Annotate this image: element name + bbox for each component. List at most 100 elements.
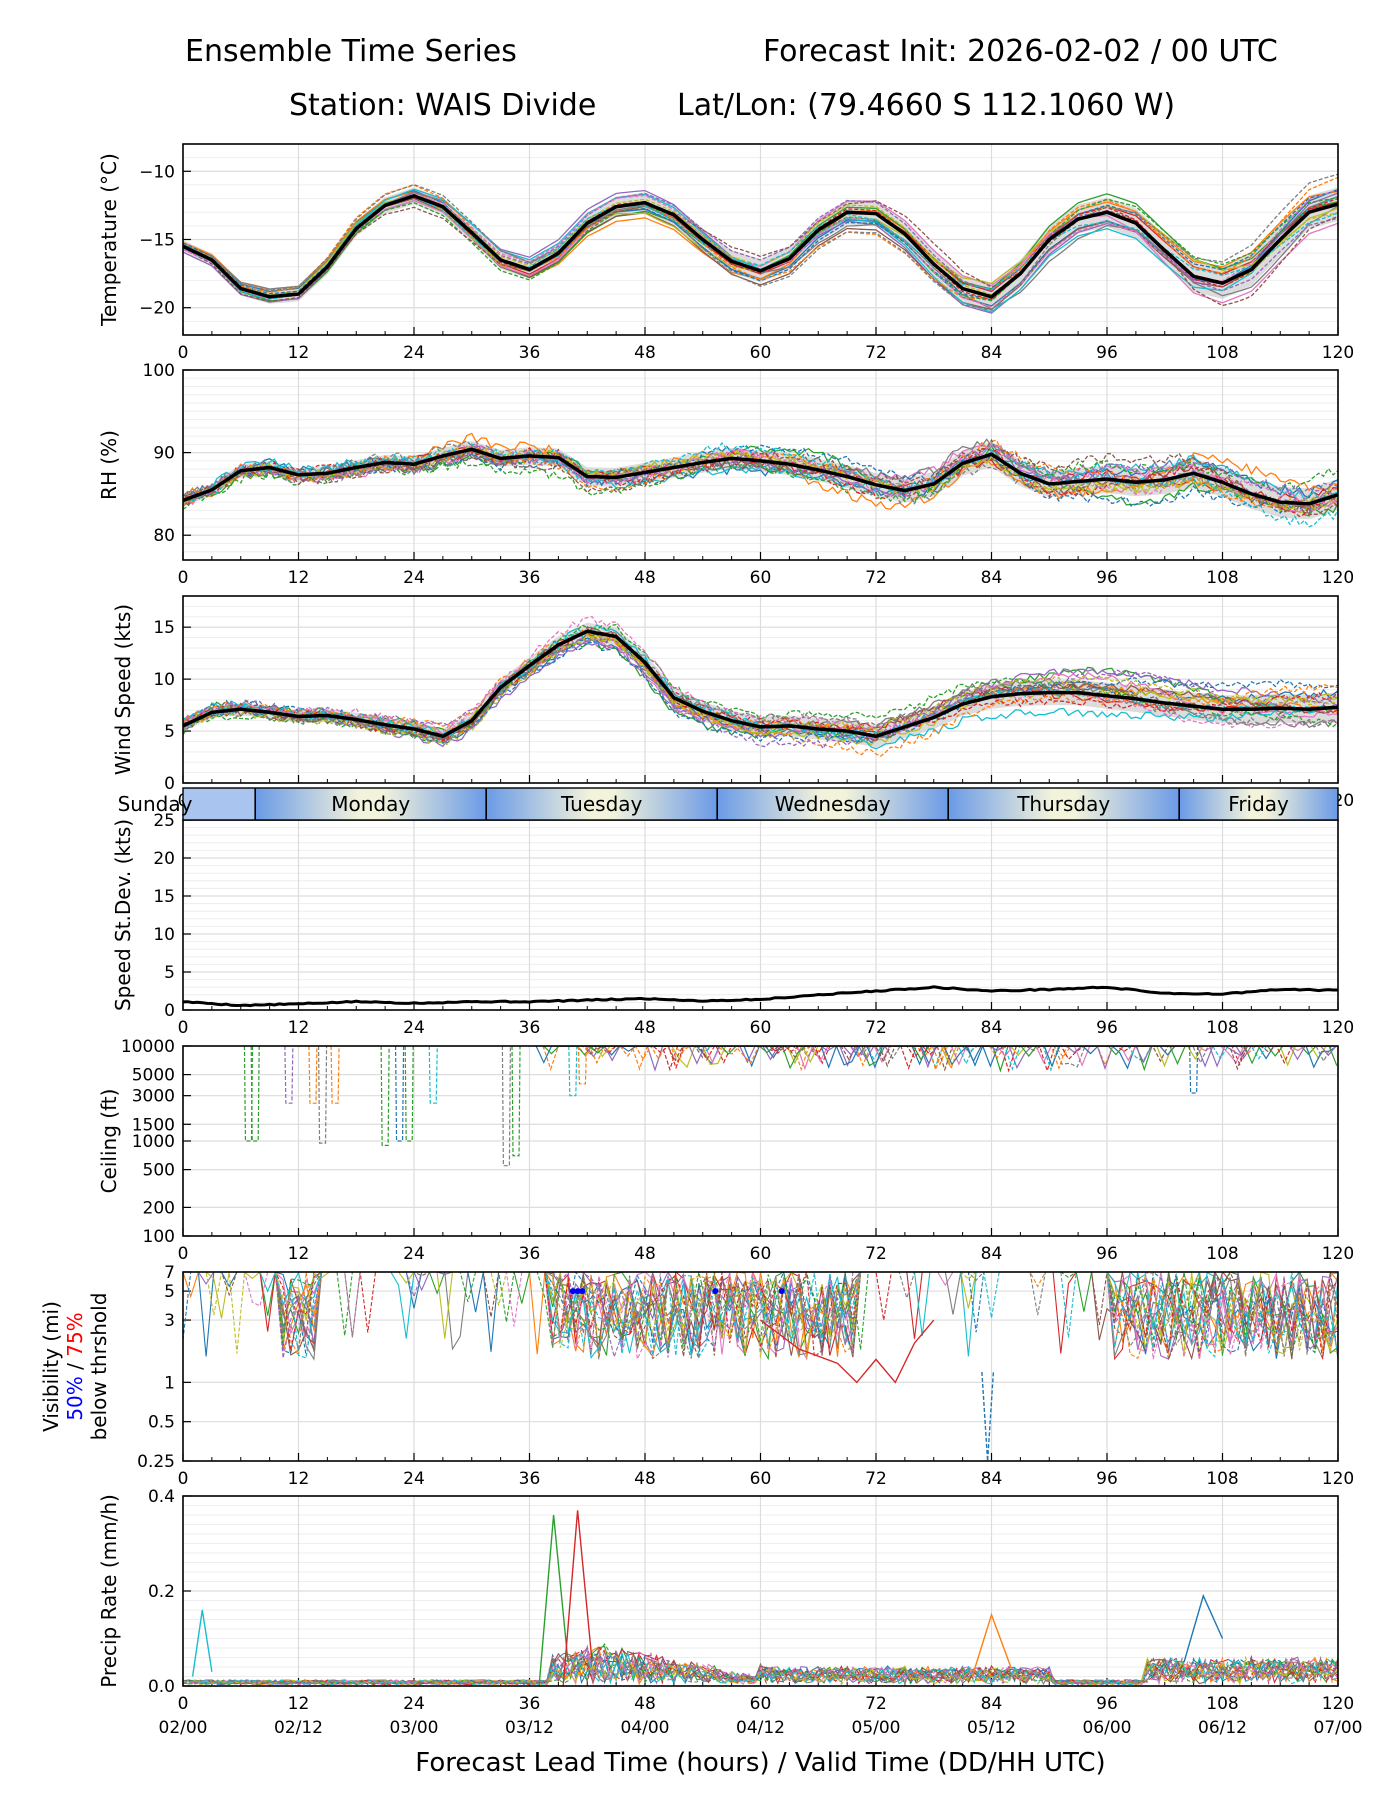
ceiling-dip: [428, 1046, 438, 1104]
visibility-member-line: [183, 1272, 1338, 1362]
wind-ylabel: Wind Speed (kts): [111, 604, 135, 775]
x-tick-label: 60: [750, 1694, 772, 1714]
valid-time-label: 05/00: [852, 1718, 901, 1738]
visibility-member-line: [183, 1272, 1338, 1357]
day-strip-frame: [182, 787, 1339, 821]
x-tick-label: 120: [1322, 1244, 1354, 1264]
panel-temp: −10 −15 −20 0 12 24 36 48 60 72 84 96 108 120 Temperat…: [97, 143, 1354, 363]
x-tick-label: 24: [403, 1018, 425, 1038]
member-line: [183, 200, 1338, 307]
plot-area: [243, 1046, 1338, 1167]
y-tick-label: 3000: [132, 1087, 175, 1107]
x-tick-label: 60: [750, 1244, 772, 1264]
ceiling-member-line: [544, 1046, 1338, 1072]
precip-peak-line: [562, 1510, 593, 1686]
plot-area: [183, 1272, 1338, 1461]
ceiling-dip: [1189, 1046, 1199, 1094]
day-label-friday: Friday: [1228, 792, 1289, 816]
x-tick-label: 24: [403, 1244, 425, 1264]
y-tick-label: 3: [164, 1311, 175, 1331]
x-tick-label: 108: [1206, 1018, 1238, 1038]
x-tick-label: 36: [519, 1018, 541, 1038]
x-tick-label: 12: [288, 568, 310, 588]
x-tick-label: 84: [981, 1694, 1003, 1714]
x-tick-label: 96: [1096, 343, 1118, 363]
pct-75-label: 75%: [63, 1312, 87, 1356]
ceiling-member-line: [575, 1046, 1331, 1070]
ceiling-ylabel: Ceiling (ft): [97, 1089, 121, 1194]
x-tick-label: 0: [178, 568, 189, 588]
y-tick-label: 100: [143, 361, 175, 381]
panel-frame-temp: [182, 143, 1339, 336]
precip-peak-line: [538, 1514, 569, 1686]
x-tick-label: 84: [981, 1244, 1003, 1264]
member-line: [183, 638, 1338, 750]
day-segment: [183, 788, 256, 820]
threshold-marker: [579, 1288, 586, 1295]
valid-time-label: 05/12: [967, 1718, 1016, 1738]
ceiling-dip: [394, 1046, 405, 1142]
ceiling-dip: [317, 1046, 328, 1144]
ceiling-dip: [501, 1046, 511, 1167]
valid-time-label: 03/12: [505, 1718, 554, 1738]
x-tick-label: 84: [981, 1469, 1003, 1489]
ceiling-dip: [404, 1046, 414, 1142]
spread-band: [183, 622, 1338, 748]
x-tick-label: 60: [750, 1469, 772, 1489]
x-axis-title: Forecast Lead Time (hours) / Valid Time …: [415, 1748, 1105, 1778]
plot-area: [183, 1510, 1338, 1686]
valid-time-label: 07/00: [1314, 1718, 1363, 1738]
precip-member-line: [183, 1655, 1338, 1686]
ceiling-dip: [308, 1046, 318, 1104]
ceiling-dip: [284, 1046, 294, 1104]
x-tick-label: 96: [1096, 1469, 1118, 1489]
valid-time-label: 02/12: [274, 1718, 323, 1738]
y-tick-label: 5000: [132, 1066, 175, 1086]
x-tick-label: 108: [1206, 343, 1238, 363]
member-line: [183, 439, 1338, 509]
x-tick-label: 0: [178, 1018, 189, 1038]
panel-frame-precip: [182, 1495, 1339, 1687]
y-tick-label: −10: [139, 162, 175, 182]
y-tick-label: 25: [153, 811, 175, 831]
visibility-sub-label: below thrshold: [87, 1293, 111, 1441]
x-tick-label: 12: [288, 1469, 310, 1489]
y-tick-label: 5: [164, 1282, 175, 1302]
day-segment: [1179, 788, 1338, 820]
panel-vis: 0.25 0.5 1 3 57 0 12 24 36 48 60 72 84 96 108 120 Visibi…: [39, 1263, 1354, 1489]
valid-time-label: 03/00: [390, 1718, 439, 1738]
panel-frame-ceiling: [182, 1045, 1339, 1237]
x-tick-label: 0: [178, 1694, 189, 1714]
member-line: [183, 438, 1338, 516]
day-label-wednesday: Wednesday: [775, 792, 891, 816]
x-tick-label: 108: [1206, 1469, 1238, 1489]
ceiling-dip: [330, 1046, 340, 1104]
threshold-marker: [712, 1288, 719, 1295]
y-tick-label: 15: [153, 887, 175, 907]
x-tick-label: 60: [750, 1018, 772, 1038]
panel-sd: 0 5 10 15 20 25 0 12 24 36 48 60 72 84 96 108 120 Speed S…: [111, 811, 1354, 1038]
x-tick-label: 24: [403, 1469, 425, 1489]
visibility-member-line: [183, 1272, 1338, 1358]
member-line: [183, 627, 1338, 743]
x-tick-label: 108: [1206, 568, 1238, 588]
x-tick-label: 108: [1206, 1244, 1238, 1264]
x-tick-label: 48: [634, 568, 656, 588]
precip-peak-line: [191, 1609, 213, 1677]
station-label: Station: WAIS Divide: [289, 88, 597, 123]
visibility-member-line: [183, 1272, 1338, 1360]
x-tick-label: 48: [634, 1244, 656, 1264]
x-tick-label: 60: [750, 343, 772, 363]
panel-frame-vis: [182, 1271, 1339, 1462]
member-line: [183, 173, 1338, 311]
x-tick-label: 84: [981, 568, 1003, 588]
x-tick-label: 120: [1322, 343, 1354, 363]
x-tick-label: 36: [519, 1469, 541, 1489]
x-tick-label: 72: [865, 1694, 887, 1714]
x-tick-label: 48: [634, 343, 656, 363]
visibility-member-line: [183, 1272, 1338, 1360]
precip-ylabel: Precip Rate (mm/h): [97, 1494, 121, 1688]
member-line: [183, 629, 1338, 757]
precip-member-line: [183, 1650, 1338, 1686]
